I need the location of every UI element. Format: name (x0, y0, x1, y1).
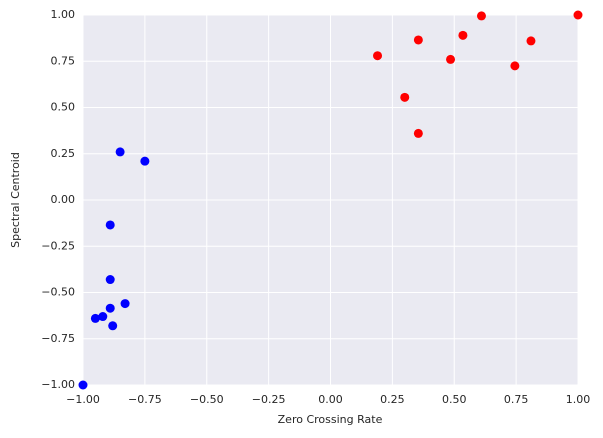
point (90, 313, 100, 323)
x-tick-label: 0.75 (504, 393, 529, 406)
x-tick-label: 1.00 (566, 393, 591, 406)
point (108, 321, 118, 331)
point (115, 147, 125, 157)
point (526, 36, 536, 46)
x-tick-label: 0.00 (318, 393, 343, 406)
y-tick-label: 0.00 (51, 193, 76, 206)
point (98, 312, 108, 322)
x-tick-label: 0.25 (380, 393, 405, 406)
point (400, 92, 410, 102)
point (78, 380, 88, 390)
y-tick-label: 1.00 (51, 8, 76, 21)
point (413, 35, 423, 45)
point (446, 54, 456, 64)
y-tick-label: 0.75 (51, 54, 76, 67)
x-axis-label: Zero Crossing Rate (278, 413, 383, 426)
point (573, 10, 583, 20)
point (510, 61, 520, 71)
point (105, 275, 115, 285)
x-tick-label: 0.50 (442, 393, 467, 406)
y-tick-label: −0.25 (41, 239, 75, 252)
x-tick-label: −0.75 (128, 393, 162, 406)
y-tick-label: −0.75 (41, 332, 75, 345)
y-tick-label: −0.50 (41, 286, 75, 299)
y-tick-label: 0.25 (51, 147, 76, 160)
x-tick-label: −1.00 (66, 393, 100, 406)
y-tick-label: 0.50 (51, 101, 76, 114)
point (105, 220, 115, 230)
point (373, 51, 383, 61)
point (476, 11, 486, 21)
point (120, 299, 130, 309)
y-axis-label: Spectral Centroid (9, 152, 22, 248)
point (413, 128, 423, 138)
point (105, 303, 115, 313)
point (458, 30, 468, 40)
point (140, 156, 150, 166)
y-tick-label: −1.00 (41, 378, 75, 391)
x-tick-label: −0.25 (252, 393, 286, 406)
x-tick-label: −0.50 (190, 393, 224, 406)
